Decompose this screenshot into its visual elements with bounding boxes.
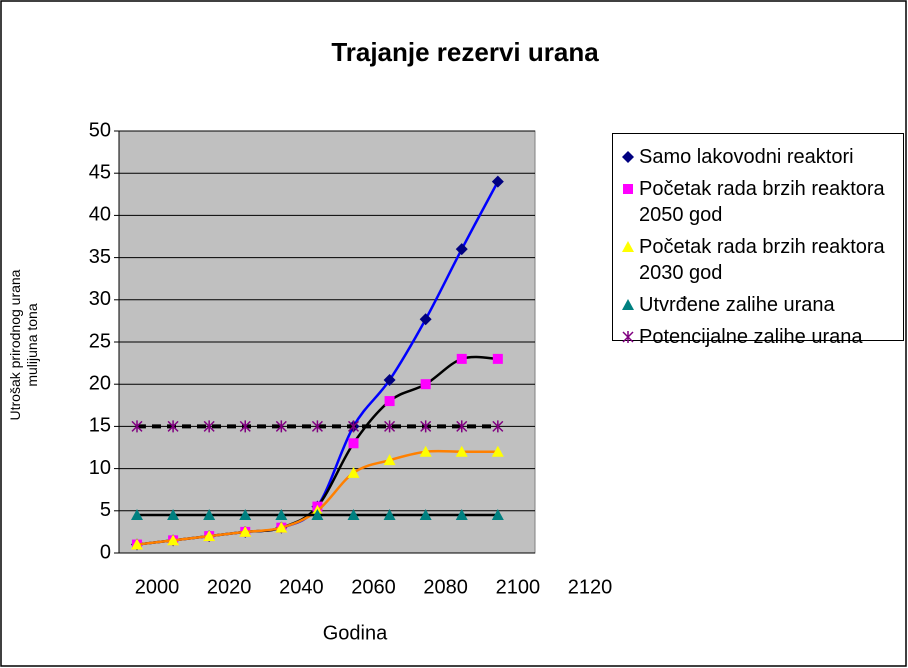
marker xyxy=(275,509,288,521)
marker xyxy=(347,420,360,433)
y-tick-label: 45 xyxy=(89,161,111,183)
marker xyxy=(383,509,396,521)
legend-item: Samo lakovodni reaktori xyxy=(619,144,899,170)
x-tick-label: 2020 xyxy=(207,576,252,598)
marker xyxy=(275,420,287,433)
y-tick-label: 35 xyxy=(89,246,111,268)
marker xyxy=(311,420,323,433)
legend-item: Početak rada brzih reaktora 2030 god xyxy=(619,234,899,286)
y-tick-label: 40 xyxy=(89,204,111,226)
marker xyxy=(203,530,216,542)
marker xyxy=(622,299,634,310)
marker xyxy=(347,466,360,478)
marker xyxy=(492,420,504,433)
legend-item: Početak rada brzih reaktora 2050 god xyxy=(619,176,899,228)
legend: Samo lakovodni reaktori Početak rada brzi… xyxy=(612,133,904,348)
y-tick-label: 15 xyxy=(89,415,111,437)
marker xyxy=(455,509,468,521)
y-tick-label: 20 xyxy=(89,372,111,394)
marker xyxy=(623,184,633,194)
marker xyxy=(456,420,468,433)
marker xyxy=(420,420,432,433)
marker xyxy=(203,420,215,433)
marker xyxy=(203,509,216,521)
legend-symbol xyxy=(622,241,634,252)
marker xyxy=(456,353,467,364)
x-tick-label: 2000 xyxy=(135,576,180,598)
marker xyxy=(622,151,634,163)
x-tick-label: 2060 xyxy=(351,576,396,598)
marker xyxy=(383,454,396,466)
y-tick-label: 10 xyxy=(89,457,111,479)
chart-title: Trajanje rezervi urana xyxy=(331,37,599,67)
legend-item: Potencijalne zalihe urana xyxy=(619,324,899,350)
marker xyxy=(622,331,634,343)
x-tick-label: 2080 xyxy=(423,576,468,598)
marker xyxy=(455,445,468,457)
marker xyxy=(239,509,252,521)
y-tick-label: 25 xyxy=(89,330,111,352)
marker xyxy=(384,396,395,407)
marker xyxy=(347,509,360,521)
marker xyxy=(167,420,179,433)
marker xyxy=(420,379,431,390)
marker xyxy=(311,509,324,521)
legend-symbol xyxy=(622,151,634,163)
marker xyxy=(383,373,396,386)
marker xyxy=(384,420,396,433)
marker xyxy=(455,243,468,256)
legend-symbol xyxy=(622,331,634,343)
y-tick-label: 30 xyxy=(89,288,111,310)
y-axis-label: Utrošak prirodnog urana mulijuna tona xyxy=(7,269,40,421)
legend-item: Utvrđene zalihe urana xyxy=(619,292,899,318)
marker xyxy=(239,420,251,433)
marker xyxy=(419,313,432,326)
marker xyxy=(622,241,634,252)
marker xyxy=(131,509,143,521)
marker xyxy=(275,521,288,533)
y-tick-label: 50 xyxy=(89,119,111,141)
x-tick-label: 2040 xyxy=(279,576,324,598)
marker xyxy=(491,509,504,521)
x-tick-label: 2120 xyxy=(568,576,613,598)
marker xyxy=(419,509,432,521)
marker xyxy=(131,420,143,433)
legend-symbol xyxy=(622,299,634,310)
marker xyxy=(131,538,143,550)
legend-label: Početak rada brzih reaktora 2050 god xyxy=(639,178,885,226)
marker xyxy=(419,445,432,457)
legend-label: Početak rada brzih reaktora 2030 god xyxy=(639,236,885,284)
legend-label: Potencijalne zalihe urana xyxy=(639,326,863,348)
legend-label: Utvrđene zalihe urana xyxy=(639,294,835,316)
y-tick-label: 5 xyxy=(100,499,111,521)
marker xyxy=(492,353,503,364)
marker xyxy=(348,438,359,449)
marker xyxy=(239,525,252,537)
y-tick-label: 0 xyxy=(100,541,111,563)
marker xyxy=(167,534,180,546)
marker xyxy=(491,445,504,457)
marker xyxy=(167,509,180,521)
x-axis-label: Godina xyxy=(323,622,388,644)
marker xyxy=(491,175,504,188)
legend-label: Samo lakovodni reaktori xyxy=(639,146,854,168)
legend-symbol xyxy=(623,184,633,194)
x-tick-label: 2100 xyxy=(496,576,541,598)
